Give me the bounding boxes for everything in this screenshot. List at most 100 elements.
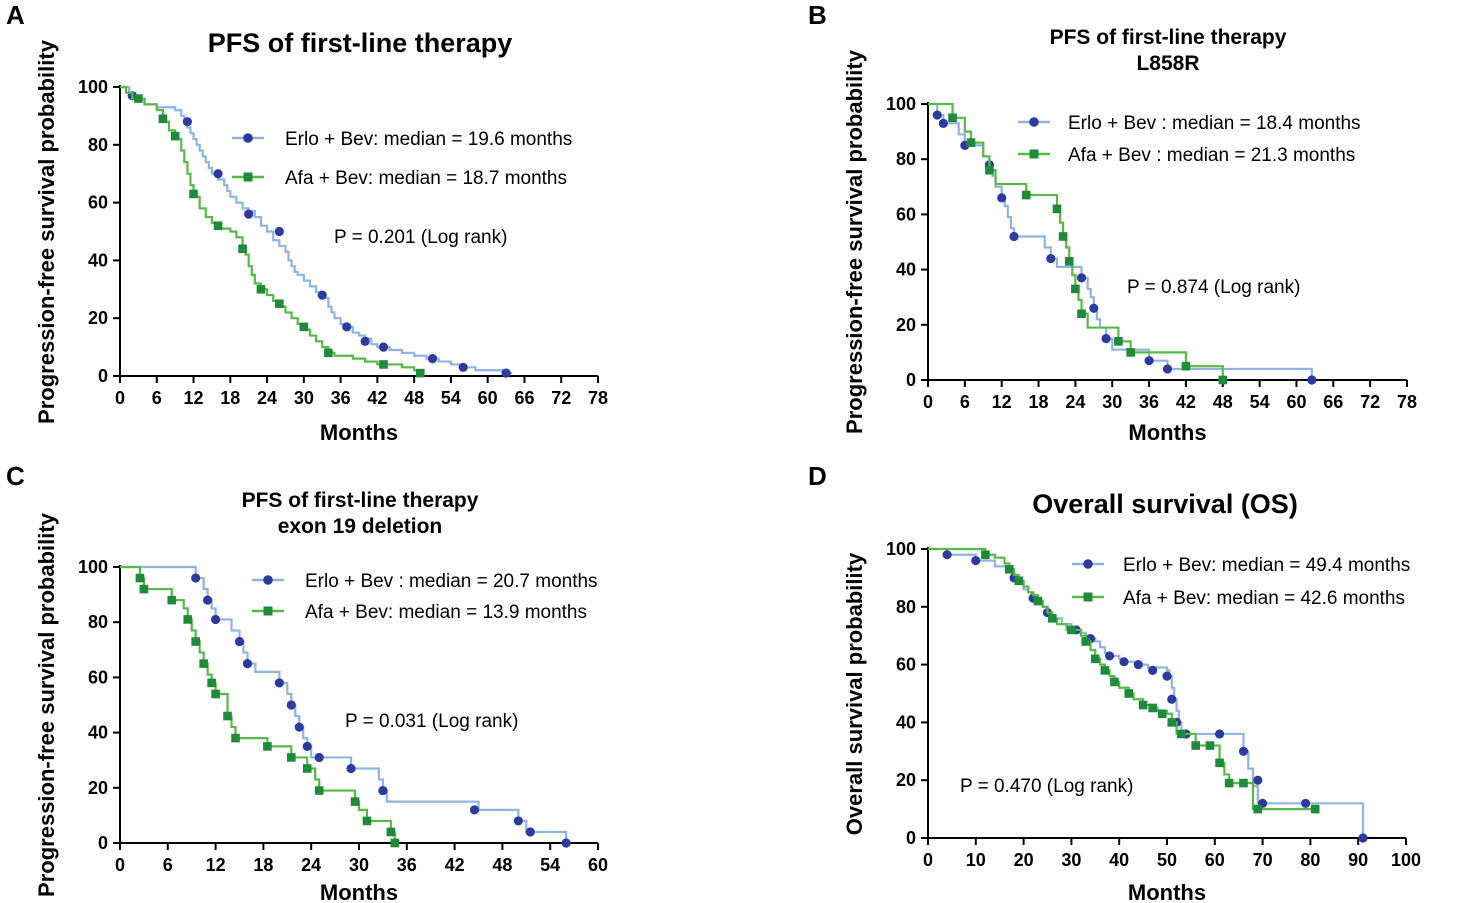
censor-marker-square: [981, 550, 990, 560]
censor-marker-circle: [458, 362, 468, 372]
censor-marker-circle: [1089, 303, 1099, 313]
x-tick-label: 80: [1300, 850, 1320, 870]
x-tick-label: 12: [992, 392, 1012, 412]
censor-marker-circle: [525, 827, 535, 837]
censor-marker-square: [263, 742, 272, 751]
x-tick-label: 42: [1176, 392, 1196, 412]
censor-marker-circle: [427, 354, 438, 364]
chart-title: Overall survival (OS): [1032, 489, 1298, 519]
x-tick-label: 0: [923, 850, 933, 870]
y-axis-label: Progression-free survival probability: [34, 512, 59, 897]
censor-marker-square: [1215, 758, 1224, 768]
censor-marker-square: [1110, 677, 1119, 687]
censor-marker-square: [238, 244, 247, 254]
censor-marker-square: [213, 221, 223, 231]
censor-marker-circle: [1133, 660, 1143, 670]
censor-marker-circle: [1162, 364, 1173, 374]
censor-marker-circle: [378, 342, 389, 352]
legend-label: Erlo + Bev: median = 19.6 months: [285, 129, 572, 150]
panel-letter: B: [808, 0, 827, 30]
x-tick-label: 78: [588, 388, 608, 408]
censor-marker-square: [1081, 637, 1091, 646]
censor-marker-square: [1058, 232, 1068, 241]
y-tick-label: 0: [906, 370, 916, 390]
y-tick-label: 60: [88, 193, 108, 213]
y-tick-label: 40: [896, 260, 916, 280]
censor-marker-square: [1091, 654, 1100, 664]
censor-marker-square: [231, 733, 240, 743]
x-tick-label: 30: [294, 388, 314, 408]
panel-letter: A: [6, 0, 25, 30]
chart-title: PFS of first-line therapy: [1050, 26, 1287, 49]
legend-label: Afa + Bev : median = 21.3 months: [1068, 145, 1355, 166]
censor-marker-circle: [1076, 273, 1087, 283]
x-axis-label: Months: [1128, 880, 1206, 903]
legend-label: Afa + Bev: median = 42.6 months: [1123, 588, 1405, 609]
x-tick-label: 30: [1102, 392, 1122, 412]
censor-marker-square: [256, 285, 266, 294]
x-tick-label: 30: [1061, 850, 1081, 870]
y-tick-label: 60: [896, 204, 916, 224]
censor-marker-circle: [513, 816, 523, 826]
censor-marker-circle: [1307, 375, 1317, 385]
x-tick-label: 48: [1213, 392, 1233, 412]
censor-marker-square: [1064, 257, 1074, 266]
censor-marker-square: [1138, 700, 1148, 710]
x-tick-label: 20: [1014, 850, 1034, 870]
x-tick-label: 12: [184, 388, 204, 408]
censor-marker-square: [1181, 361, 1191, 371]
censor-marker-circle: [1119, 657, 1129, 667]
y-tick-label: 40: [88, 723, 108, 743]
censor-marker-circle: [211, 614, 221, 625]
chart-title: L858R: [1136, 52, 1199, 75]
censor-marker-circle: [182, 117, 193, 127]
x-tick-label: 10: [966, 850, 986, 870]
legend-label: Erlo + Bev : median = 20.7 months: [305, 571, 598, 592]
censor-marker-square: [1310, 804, 1320, 814]
x-tick-label: 50: [1157, 850, 1177, 870]
y-axis-label: Progression-free survival probability: [34, 39, 59, 424]
y-tick-label: 0: [98, 833, 108, 853]
censor-marker-square: [199, 659, 208, 668]
y-axis-label: Overall survival probability: [842, 552, 867, 835]
censor-marker-circle: [1167, 694, 1177, 704]
x-tick-label: 30: [349, 855, 369, 875]
censor-marker-square: [1114, 337, 1123, 346]
x-tick-label: 60: [478, 388, 498, 408]
censor-marker-circle: [1046, 253, 1056, 264]
censor-marker-square: [170, 131, 180, 141]
censor-marker-circle: [1238, 746, 1249, 756]
censor-marker-circle: [1144, 356, 1154, 366]
y-tick-label: 20: [88, 778, 108, 798]
y-tick-label: 40: [896, 712, 916, 732]
censor-marker-circle: [213, 169, 223, 179]
y-tick-label: 20: [896, 315, 916, 335]
censor-marker-square: [350, 797, 360, 806]
x-tick-label: 54: [441, 388, 461, 408]
x-tick-label: 70: [1253, 850, 1273, 870]
x-tick-label: 72: [1360, 392, 1380, 412]
censor-marker-square: [390, 838, 400, 848]
censor-marker-square: [1253, 804, 1263, 814]
x-tick-label: 6: [152, 388, 162, 408]
chart-panel-b: B PFS of first-line therapy L858R 0 6 12 18 24 3…: [808, 0, 1417, 445]
x-tick-label: 60: [588, 855, 608, 875]
x-tick-label: 6: [163, 855, 173, 875]
censor-marker-square: [1100, 666, 1110, 675]
censor-marker-circle: [1148, 665, 1158, 675]
censor-marker-square: [302, 764, 312, 773]
x-tick-label: 12: [206, 855, 226, 875]
censor-marker-square: [1157, 709, 1167, 719]
censor-marker-circle: [971, 555, 981, 566]
x-tick-label: 100: [1391, 850, 1421, 870]
censor-marker-square: [299, 322, 309, 332]
x-tick-label: 48: [404, 388, 424, 408]
x-tick-label: 54: [540, 855, 560, 875]
p-value-annotation: P = 0.031 (Log rank): [345, 711, 518, 732]
panel-letter: D: [808, 461, 827, 491]
legend-marker-square: [243, 172, 253, 182]
censor-marker-square: [314, 786, 324, 795]
censor-marker-circle: [1009, 231, 1019, 242]
y-tick-label: 80: [896, 597, 916, 617]
